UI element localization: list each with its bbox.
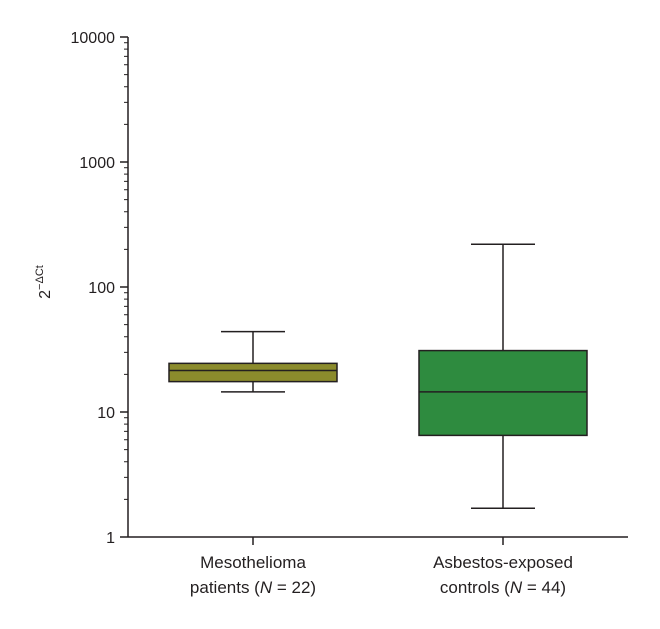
category-label-asbestos-exposed-line1: Asbestos-exposed [433,553,573,572]
category-label-asbestos-exposed-line2: controls (N = 44) [440,578,566,597]
y-axis-title-base: 2 [37,290,54,299]
category-label-asbestos-exposed-suffix: = 44) [522,578,566,597]
category-label-mesothelioma-line1: Mesothelioma [200,553,306,572]
y-axis: 1 10 100 1000 10000 [71,30,129,547]
category-label-mesothelioma-suffix: = 22) [272,578,316,597]
y-axis-title-superscript: −ΔCt [34,265,46,290]
y-tick-label: 1000 [79,155,115,172]
y-tick-label: 1 [106,530,115,547]
box-asbestos-exposed [418,243,588,509]
category-label-asbestos-exposed-n: N [510,578,523,597]
y-tick-label: 100 [88,280,115,297]
y-axis-title: 2−ΔCt [34,265,54,299]
category-label-asbestos-exposed-prefix: controls ( [440,578,510,597]
iqr-box [418,349,588,437]
category-label-asbestos-exposed: Asbestos-exposed controls (N = 44) [433,553,573,597]
category-label-mesothelioma-n: N [260,578,273,597]
iqr-box [168,362,338,383]
y-tick-label: 10 [97,405,115,422]
category-label-mesothelioma-line2: patients (N = 22) [190,578,316,597]
svg-text:2−ΔCt: 2−ΔCt [34,265,54,299]
x-axis [128,536,628,545]
box-series [168,243,588,509]
category-label-mesothelioma: Mesothelioma patients (N = 22) [190,553,316,597]
category-label-mesothelioma-prefix: patients ( [190,578,260,597]
box-mesothelioma [168,330,338,393]
y-tick-label: 10000 [71,30,116,47]
y-axis-ticks: 1 10 100 1000 10000 [71,30,128,547]
